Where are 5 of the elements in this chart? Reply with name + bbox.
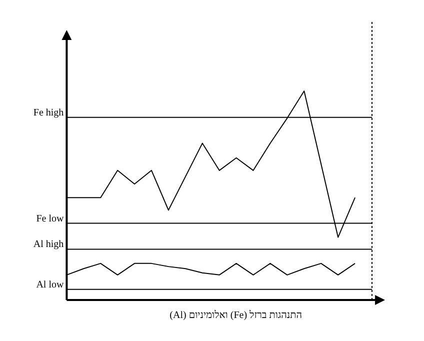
ref-line-label: Fe high bbox=[33, 107, 64, 118]
ref-line-label: Fe low bbox=[36, 213, 64, 224]
x-axis-title: התנהגות ברזל (Fe) ואלומיניום (Al) bbox=[170, 309, 302, 321]
ref-line-label: Al low bbox=[36, 279, 64, 290]
ref-line-label: Al high bbox=[33, 239, 64, 250]
